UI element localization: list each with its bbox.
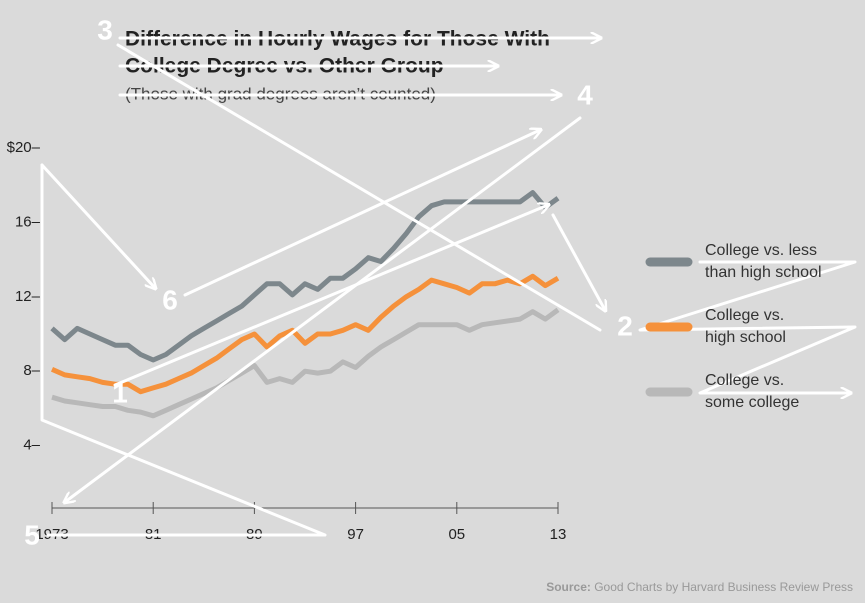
- arrow: [183, 130, 540, 297]
- x-tick-label: 05: [448, 526, 465, 543]
- legend-label: College vs. some college: [705, 372, 800, 411]
- overlay-label: 5: [24, 519, 40, 550]
- source-label: Source:: [546, 580, 591, 594]
- arrow: [40, 163, 155, 288]
- series-line: [50, 190, 560, 363]
- overlay-label: 1: [112, 377, 128, 408]
- y-tick-label: 4–: [23, 437, 40, 454]
- overlay-label: 2: [617, 310, 633, 341]
- series-line: [50, 273, 560, 395]
- x-tick-label: 13: [550, 526, 567, 543]
- arrow: [551, 213, 605, 310]
- source: Source: Good Charts by Harvard Business …: [546, 580, 853, 594]
- series-line: [51, 307, 560, 419]
- source-text: Good Charts by Harvard Business Review P…: [594, 580, 853, 594]
- overlay-label: 4: [577, 79, 593, 110]
- y-tick-label: $20–: [7, 139, 41, 156]
- arrow: [116, 43, 602, 332]
- overlay-arrows: [40, 38, 857, 537]
- y-tick-label: 16–: [15, 213, 41, 230]
- arrow: [638, 260, 857, 393]
- legend-label: College vs. high school: [705, 307, 786, 346]
- arrow: [113, 205, 548, 387]
- overlay-label: 3: [97, 14, 113, 45]
- y-tick-label: 12–: [15, 288, 41, 305]
- overlay-label: 6: [162, 284, 178, 315]
- arrow: [65, 116, 582, 502]
- y-tick-label: 8–: [23, 362, 40, 379]
- legend-label: College vs. less than high school: [705, 242, 822, 281]
- x-tick-label: 97: [347, 526, 364, 543]
- arrow: [40, 163, 327, 537]
